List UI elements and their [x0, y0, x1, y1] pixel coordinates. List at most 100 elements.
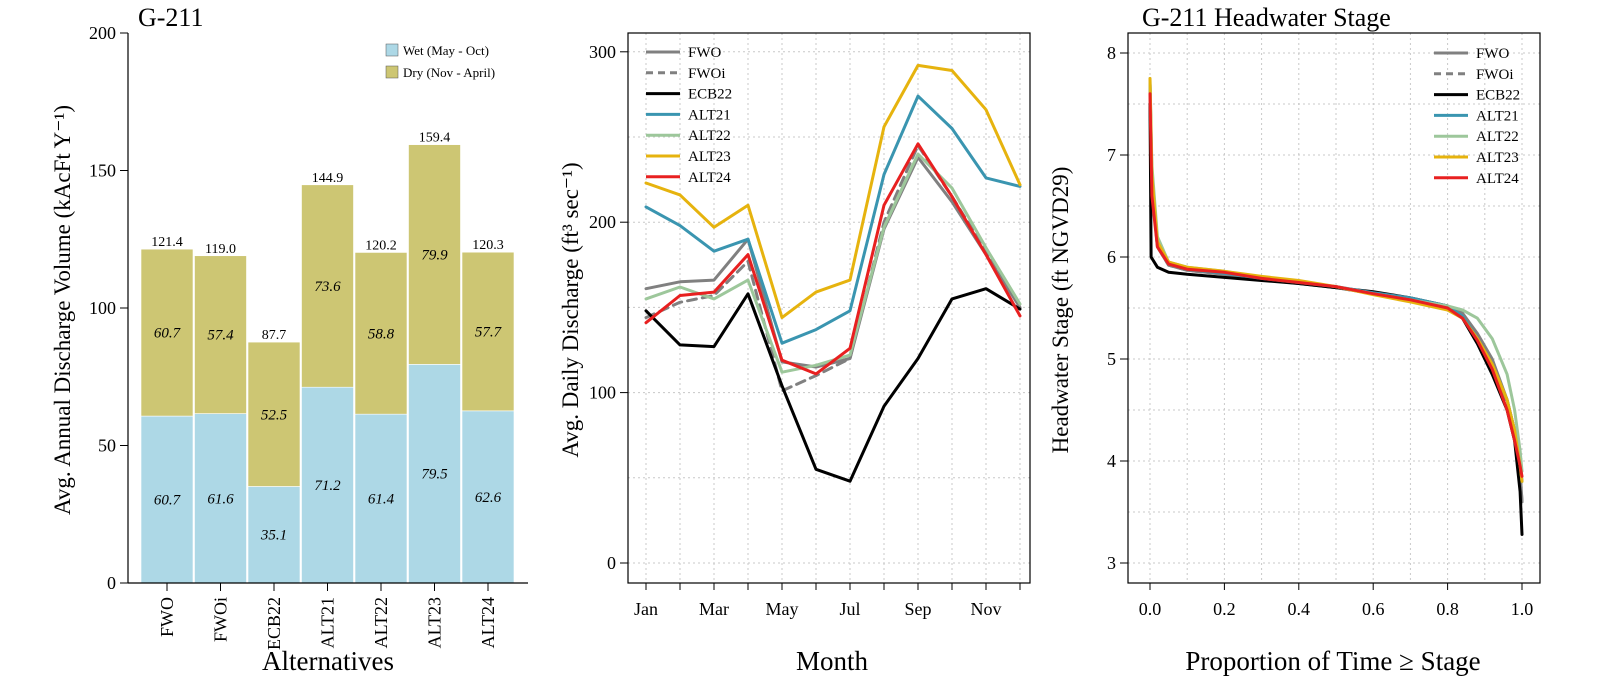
legend-label-fwoi: FWOi — [688, 66, 726, 82]
bar-dry-fwoi — [194, 255, 247, 414]
x-tick-label: 0.2 — [1213, 599, 1236, 619]
bar-legend: Wet (May - Oct) Dry (Nov - April) — [385, 43, 495, 80]
bar-total-label-alt22: 120.2 — [365, 238, 397, 253]
stage-grid — [1128, 33, 1540, 583]
stage-series-lines — [1148, 77, 1524, 536]
bar-dry-label-alt22: 58.8 — [368, 326, 395, 342]
bar-dry-label-ecb22: 52.5 — [261, 407, 288, 423]
x-tick-label: Jul — [839, 599, 860, 619]
series-line-ecb22 — [644, 287, 1022, 483]
y-tick-label: 200 — [89, 23, 116, 43]
bar-dry-alt21 — [301, 184, 354, 388]
x-tick-label-fwo: FWO — [157, 597, 177, 637]
y-tick-label: 8 — [1107, 43, 1116, 63]
bar-wet-label-alt22: 61.4 — [368, 492, 395, 508]
stage-axes: 0.0 0.2 0.4 0.6 0.8 1.0 3 4 5 6 7 8 — [1107, 32, 1541, 619]
legend-label-ecb22: ECB22 — [688, 87, 732, 103]
x-tick-label: May — [766, 599, 799, 619]
stage-duration-panel: G-211 Headwater Stage 0.0 0.2 0.4 0.6 0.8 1.0… — [1048, 3, 1541, 676]
bar-wet-alt23 — [408, 364, 461, 584]
y-tick-label: 150 — [89, 161, 116, 181]
stage-x-axis-label: Proportion of Time ≥ Stage — [1185, 646, 1480, 676]
x-tick-label: Mar — [699, 599, 729, 619]
bar-total-label-alt24: 120.3 — [472, 238, 504, 253]
bar-wet-label-alt23: 79.5 — [421, 467, 448, 483]
bar-wet-label-ecb22: 35.1 — [260, 528, 287, 544]
plot-frame — [1127, 32, 1541, 584]
legend-label-alt24: ALT24 — [1476, 171, 1519, 187]
monthly-series-lines — [644, 63, 1022, 483]
x-tick-label: Nov — [971, 599, 1002, 619]
legend-swatch-wet-may-oct — [385, 43, 399, 57]
bar-total-label-fwo: 121.4 — [151, 235, 183, 250]
x-tick-label-alt24: ALT24 — [478, 597, 498, 648]
bar-dry-ecb22 — [247, 341, 301, 487]
bar-dry-label-alt23: 79.9 — [421, 248, 448, 264]
series-line-alt21 — [644, 94, 1022, 345]
series-line-alt23 — [644, 63, 1022, 320]
monthly-line-panel: Jan Mar May Jul Sep Nov 0 100 200 300 Avg. Daily … — [558, 32, 1031, 676]
bar-wet-fwo — [140, 415, 194, 584]
y-tick-label: 7 — [1107, 145, 1116, 165]
bar-dry-label-alt21: 73.6 — [314, 279, 341, 295]
legend-label-dry-nov-april: Dry (Nov - April) — [403, 65, 495, 80]
series-line-fwo — [644, 155, 1022, 369]
bar-wet-label-fwo: 60.7 — [154, 493, 182, 509]
x-tick-label-ecb22: ECB22 — [264, 597, 284, 650]
series-line-alt24 — [644, 142, 1022, 376]
bar-wet-ecb22 — [247, 486, 301, 584]
y-tick-label: 0 — [607, 553, 616, 573]
legend-label-alt24: ALT24 — [688, 170, 731, 186]
y-tick-label: 5 — [1107, 349, 1116, 369]
bar-dry-label-fwo: 60.7 — [154, 326, 182, 342]
x-tick-label: Sep — [905, 599, 932, 619]
bar-stacks: 60.7 60.7 121.4 61.6 57.4 119.0 35.1 52.5 87.7 71… — [140, 131, 515, 584]
y-tick-label: 300 — [589, 42, 616, 62]
x-tick-label: 0.4 — [1288, 599, 1311, 619]
legend-label-alt23: ALT23 — [1476, 150, 1519, 166]
legend-label-alt21: ALT21 — [1476, 108, 1519, 124]
y-tick-label: 100 — [589, 383, 616, 403]
bar-total-label-fwoi: 119.0 — [205, 242, 236, 257]
x-tick-label-fwoi: FWOi — [211, 597, 231, 642]
legend-label-alt21: ALT21 — [688, 107, 731, 123]
bar-wet-label-alt24: 62.6 — [475, 490, 502, 506]
y-tick-label: 0 — [107, 573, 116, 593]
legend-label-wet-may-oct: Wet (May - Oct) — [403, 43, 489, 58]
y-tick-label: 100 — [89, 298, 116, 318]
legend-swatch-dry-nov-april — [385, 65, 399, 79]
legend-label-alt23: ALT23 — [688, 149, 731, 165]
stage-y-axis-label: Headwater Stage (ft NGVD29) — [1048, 167, 1073, 454]
bar-dry-label-fwoi: 57.4 — [207, 328, 234, 344]
x-tick-label: 0.0 — [1139, 599, 1162, 619]
bar-x-axis-label: Alternatives — [262, 646, 394, 676]
bar-total-label-ecb22: 87.7 — [262, 328, 287, 343]
x-tick-label: 0.6 — [1362, 599, 1385, 619]
x-tick-label-alt22: ALT22 — [371, 597, 391, 648]
legend-label-alt22: ALT22 — [688, 128, 731, 144]
bar-axes: FWO FWOi ECB22 ALT21 ALT22 ALT23 ALT24 0 50 100 15… — [89, 23, 528, 650]
series-line-alt22 — [644, 152, 1022, 374]
series-line-alt24 — [1148, 92, 1524, 478]
y-tick-label: 50 — [98, 436, 116, 456]
bar-wet-alt24 — [461, 410, 515, 584]
bar-dry-alt23 — [408, 144, 461, 365]
bar-total-label-alt21: 144.9 — [312, 171, 344, 186]
x-tick-label-alt23: ALT23 — [425, 597, 445, 648]
stage-legend: FWO FWOi ECB22 ALT21 ALT22 ALT23 ALT24 — [1434, 46, 1520, 187]
bar-wet-label-alt21: 71.2 — [314, 478, 341, 494]
bar-dry-alt22 — [354, 252, 408, 415]
bar-panel: G-211 60.7 60.7 121.4 61.6 57.4 119.0 35.1 52.5… — [50, 3, 528, 676]
y-tick-label: 6 — [1107, 247, 1116, 267]
monthly-axes: Jan Mar May Jul Sep Nov 0 100 200 300 — [589, 32, 1031, 619]
legend-label-fwo: FWO — [1476, 46, 1510, 62]
bar-wet-label-fwoi: 61.6 — [207, 491, 234, 507]
plot-frame — [627, 32, 1031, 584]
monthly-legend: FWO FWOi ECB22 ALT21 ALT22 ALT23 ALT24 — [646, 45, 732, 186]
bar-total-label-alt23: 159.4 — [419, 131, 451, 146]
bar-dry-label-alt24: 57.7 — [475, 325, 503, 341]
y-tick-label: 200 — [589, 212, 616, 232]
y-tick-label: 3 — [1107, 553, 1116, 573]
monthly-x-axis-label: Month — [796, 646, 869, 676]
